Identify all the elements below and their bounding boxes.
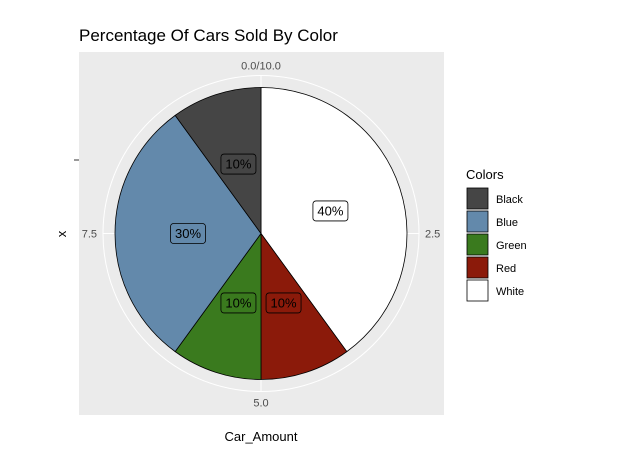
data-label-box [170,223,206,244]
data-label-box [312,200,349,222]
legend-swatch-blue [466,210,489,233]
slice-green [174,232,262,380]
data-label-blue: 30% [170,223,206,244]
data-label-box [220,292,257,314]
slice-black [174,87,262,235]
chart-title: Percentage Of Cars Sold By Color [79,26,338,45]
legend-label-white: White [496,286,524,298]
pie-slices [114,87,408,380]
legend-label-black: Black [496,194,523,206]
legend-label-blue: Blue [496,217,518,229]
legend-swatch-red [466,256,489,279]
theta-tick-label: 5.0 [253,398,268,410]
data-label-text: 30% [175,226,201,241]
theta-tick-labels: 0.0/10.0 2.5 5.0 7.5 [82,61,441,410]
data-label-box [265,292,302,314]
slice-labels: 40% 10% 10% 30% 10% [170,153,349,314]
data-label-red: 10% [265,292,302,314]
data-label-box [220,153,257,175]
legend-swatch-white [466,279,489,302]
theta-tick-label: 2.5 [425,229,440,241]
x-axis-title: Car_Amount [225,429,298,444]
slice-red [260,232,348,380]
data-label-white: 40% [312,200,349,222]
legend-label-red: Red [496,263,516,275]
data-label-black: 10% [220,153,257,175]
legend-title: Colors [466,167,504,182]
theta-tick-label: 0.0/10.0 [241,61,281,73]
legend-swatch-green [466,233,489,256]
legend: Colors Black Blue Green Red White [466,167,527,302]
y-axis-title: x [54,230,69,237]
data-label-text: 10% [225,295,251,310]
legend-label-green: Green [496,240,527,252]
data-label-green: 10% [220,292,257,314]
data-label-text: 10% [225,157,251,172]
data-label-text: 40% [317,203,343,218]
theta-tick-label: 7.5 [82,229,97,241]
legend-swatch-black [466,187,489,210]
data-label-text: 10% [271,295,297,310]
